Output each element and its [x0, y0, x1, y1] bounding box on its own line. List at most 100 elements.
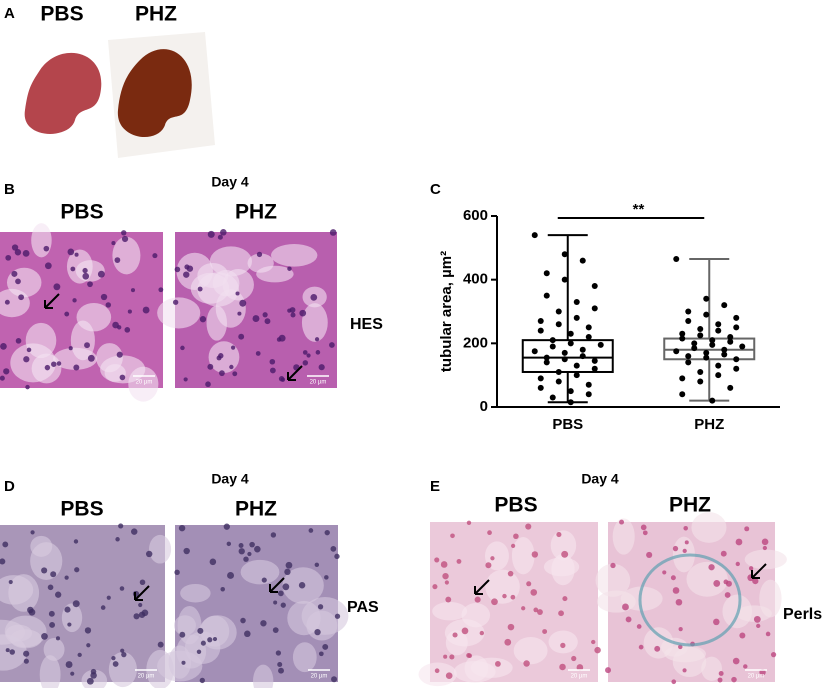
column-title: PHZ	[135, 3, 177, 26]
tubule	[620, 586, 663, 611]
tubule	[595, 563, 631, 597]
nucleus	[285, 561, 293, 569]
nucleus	[121, 230, 127, 236]
arrow	[134, 585, 150, 601]
nucleus	[100, 293, 108, 301]
tubule	[453, 660, 496, 683]
nucleus	[720, 550, 727, 557]
nucleus	[174, 569, 180, 576]
nucleus	[209, 558, 217, 566]
nucleus	[334, 553, 340, 560]
data-point	[703, 295, 710, 302]
nucleus	[525, 523, 532, 530]
nucleus	[718, 670, 724, 676]
nucleus	[770, 652, 777, 658]
nucleus	[227, 571, 235, 579]
nucleus	[521, 606, 526, 611]
nucleus	[49, 622, 56, 628]
panel-label: A	[4, 5, 15, 22]
nucleus	[23, 356, 30, 363]
nucleus	[145, 550, 153, 558]
nucleus	[18, 294, 25, 301]
nucleus	[269, 358, 276, 365]
data-point	[549, 343, 556, 350]
nucleus	[232, 371, 238, 377]
nucleus	[243, 556, 249, 562]
nucleus	[43, 245, 50, 252]
nucleus	[684, 540, 689, 545]
nucleus	[576, 664, 584, 671]
nucleus	[762, 545, 768, 551]
data-point	[537, 375, 544, 382]
nucleus	[183, 547, 190, 555]
nucleus	[731, 676, 737, 683]
kidney-pbs	[24, 52, 102, 134]
panel-label: E	[430, 478, 440, 495]
nucleus	[11, 244, 19, 251]
nucleus	[640, 524, 647, 531]
nucleus	[247, 551, 252, 557]
nucleus	[562, 596, 568, 602]
nucleus	[284, 568, 291, 576]
data-point	[561, 251, 568, 258]
nucleus	[226, 541, 232, 547]
nucleus	[444, 580, 449, 585]
nucleus	[456, 558, 462, 564]
nucleus	[556, 531, 562, 538]
nucleus	[642, 530, 648, 536]
data-point	[685, 353, 692, 360]
nucleus	[287, 308, 292, 313]
nucleus	[119, 586, 125, 591]
data-point	[585, 391, 592, 398]
nucleus	[67, 622, 72, 627]
tubule	[418, 662, 457, 687]
nucleus	[174, 266, 181, 273]
column-title: PHZ	[235, 201, 277, 224]
nucleus	[0, 343, 7, 350]
data-point	[579, 353, 586, 360]
data-point	[697, 368, 704, 375]
nucleus	[275, 650, 282, 656]
nucleus	[114, 257, 121, 263]
nucleus	[269, 367, 276, 374]
nucleus	[4, 299, 10, 305]
nucleus	[64, 311, 70, 317]
tubule	[25, 322, 57, 359]
data-point	[537, 318, 544, 325]
nucleus	[25, 384, 30, 390]
nucleus	[278, 590, 284, 597]
tubule	[39, 655, 61, 688]
nucleus	[197, 627, 204, 634]
nucleus	[15, 338, 22, 344]
nucleus	[105, 302, 112, 308]
nucleus	[308, 528, 314, 533]
nucleus	[277, 661, 283, 668]
nucleus	[511, 543, 516, 548]
nucleus	[318, 364, 325, 371]
nucleus	[70, 266, 76, 272]
nucleus	[502, 593, 507, 599]
nucleus	[262, 312, 268, 318]
nucleus	[183, 377, 188, 382]
data-point	[721, 346, 728, 353]
nucleus	[207, 363, 214, 370]
data-point	[585, 324, 592, 331]
nucleus	[260, 620, 267, 627]
nucleus	[11, 270, 18, 277]
nucleus	[287, 266, 292, 271]
nucleus	[495, 661, 501, 667]
nucleus	[124, 327, 131, 333]
nucleus	[219, 370, 225, 377]
tubule	[157, 297, 201, 329]
nucleus	[533, 607, 539, 613]
nucleus	[82, 272, 90, 280]
data-point	[591, 305, 598, 312]
nucleus	[121, 651, 127, 658]
data-point	[685, 359, 692, 366]
nucleus	[220, 586, 225, 592]
nucleus	[172, 299, 179, 305]
nucleus	[50, 571, 57, 578]
nucleus	[53, 283, 61, 291]
nucleus	[152, 253, 158, 259]
column-title: PBS	[494, 494, 537, 517]
